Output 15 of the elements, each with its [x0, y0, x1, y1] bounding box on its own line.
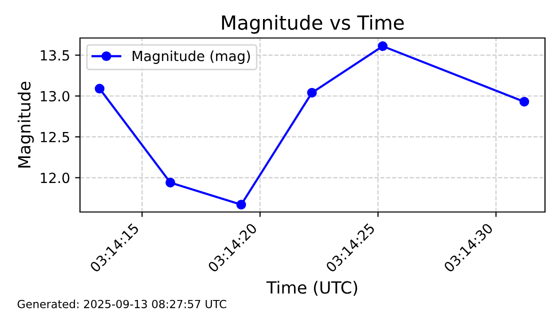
chart-title: Magnitude vs Time	[222, 14, 404, 34]
point	[519, 96, 530, 107]
y-tick-label: 12.5	[40, 132, 70, 142]
point	[94, 84, 104, 94]
point	[378, 41, 388, 52]
point	[307, 88, 317, 98]
y-tick-label: 12.0	[40, 172, 70, 184]
y-tick-label: 13.5	[40, 50, 70, 61]
point	[166, 178, 176, 188]
y-tick-label: 13.0	[40, 90, 70, 102]
text: Generated: 2025-09-13 08:27:57 UTC	[18, 300, 226, 308]
y-axis-title: Magnitude	[18, 82, 34, 168]
legend-label: Magnitude (mag)	[132, 50, 250, 64]
point	[236, 200, 246, 210]
x-axis-title: Time (UTC)	[266, 280, 358, 296]
